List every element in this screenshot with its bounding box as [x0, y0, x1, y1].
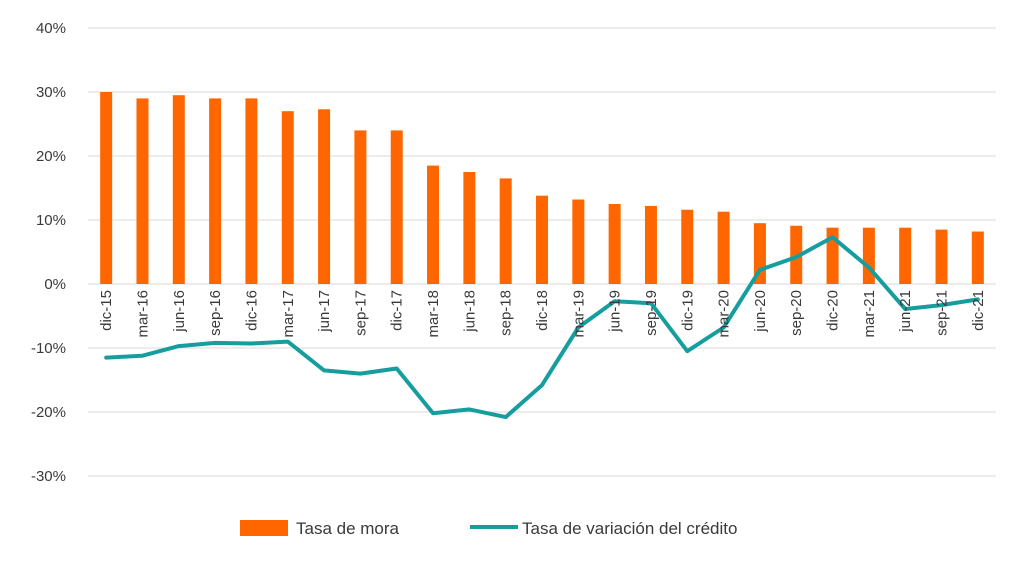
x-tick-label: mar-16 — [134, 290, 151, 338]
line-tasa-de-variacion — [104, 235, 980, 420]
x-tick-label: sep-17 — [352, 290, 369, 336]
bar — [862, 227, 875, 284]
x-tick-label: mar-18 — [425, 290, 442, 338]
bar — [390, 130, 403, 284]
bar — [681, 209, 694, 284]
x-tick-label: mar-21 — [861, 290, 878, 338]
bar — [717, 211, 730, 284]
bar — [463, 172, 476, 284]
y-tick-label: -10% — [31, 340, 66, 357]
bar — [644, 205, 657, 284]
legend: Tasa de mora Tasa de variación del crédi… — [240, 519, 737, 538]
x-tick-label: sep-19 — [643, 290, 660, 336]
x-tick-label: mar-20 — [716, 290, 733, 338]
x-tick-label: dic-15 — [98, 290, 115, 331]
legend-label-tasa-de-variacion: Tasa de variación del crédito — [522, 519, 737, 538]
x-tick-label: dic-21 — [970, 290, 987, 331]
x-tick-label: sep-18 — [498, 290, 515, 336]
x-axis-tick-labels: dic-15 mar-16 jun-16 sep-16 dic-16 mar-17 jun-… — [98, 290, 987, 338]
bar — [209, 98, 222, 285]
bar — [427, 165, 440, 284]
bar — [318, 109, 331, 284]
bar — [935, 229, 948, 284]
y-axis-tick-labels: 40% 30% 20% 10% 0% -10% -20% -30% — [31, 20, 66, 485]
y-tick-label: 10% — [36, 212, 66, 229]
y-tick-label: 20% — [36, 148, 66, 165]
x-tick-label: dic-17 — [389, 290, 406, 331]
bar — [572, 199, 585, 284]
y-tick-label: -30% — [31, 468, 66, 485]
x-tick-label: dic-18 — [534, 290, 551, 331]
legend-swatch-tasa-de-mora — [240, 520, 288, 536]
x-tick-label: mar-19 — [570, 290, 587, 338]
bar — [971, 231, 984, 284]
x-tick-label: jun-16 — [171, 290, 188, 333]
bar — [281, 111, 294, 284]
x-tick-label: jun-18 — [461, 290, 478, 333]
x-tick-label: dic-16 — [243, 290, 260, 331]
bar — [100, 92, 113, 284]
y-tick-label: 0% — [44, 276, 66, 293]
bar — [608, 204, 621, 284]
x-tick-label: jun-21 — [897, 290, 914, 333]
bars-tasa-de-mora — [100, 92, 984, 285]
x-tick-label: sep-21 — [934, 290, 951, 336]
legend-label-tasa-de-mora: Tasa de mora — [296, 519, 400, 538]
bar — [136, 98, 149, 285]
bar — [536, 195, 548, 284]
x-tick-label: dic-20 — [825, 290, 842, 331]
x-tick-label: jun-19 — [607, 290, 624, 333]
bar — [354, 130, 367, 284]
x-tick-label: mar-17 — [280, 290, 297, 338]
bar — [245, 98, 258, 285]
y-tick-label: 30% — [36, 84, 66, 101]
y-tick-label: 40% — [36, 20, 66, 37]
y-tick-label: -20% — [31, 404, 66, 421]
x-tick-label: jun-17 — [316, 290, 333, 333]
bar — [172, 95, 185, 284]
bar — [499, 178, 512, 284]
x-tick-label: dic-19 — [679, 290, 696, 331]
bar — [899, 227, 912, 284]
x-tick-label: sep-20 — [788, 290, 805, 336]
x-tick-label: jun-20 — [752, 290, 769, 333]
x-tick-label: sep-16 — [207, 290, 224, 336]
